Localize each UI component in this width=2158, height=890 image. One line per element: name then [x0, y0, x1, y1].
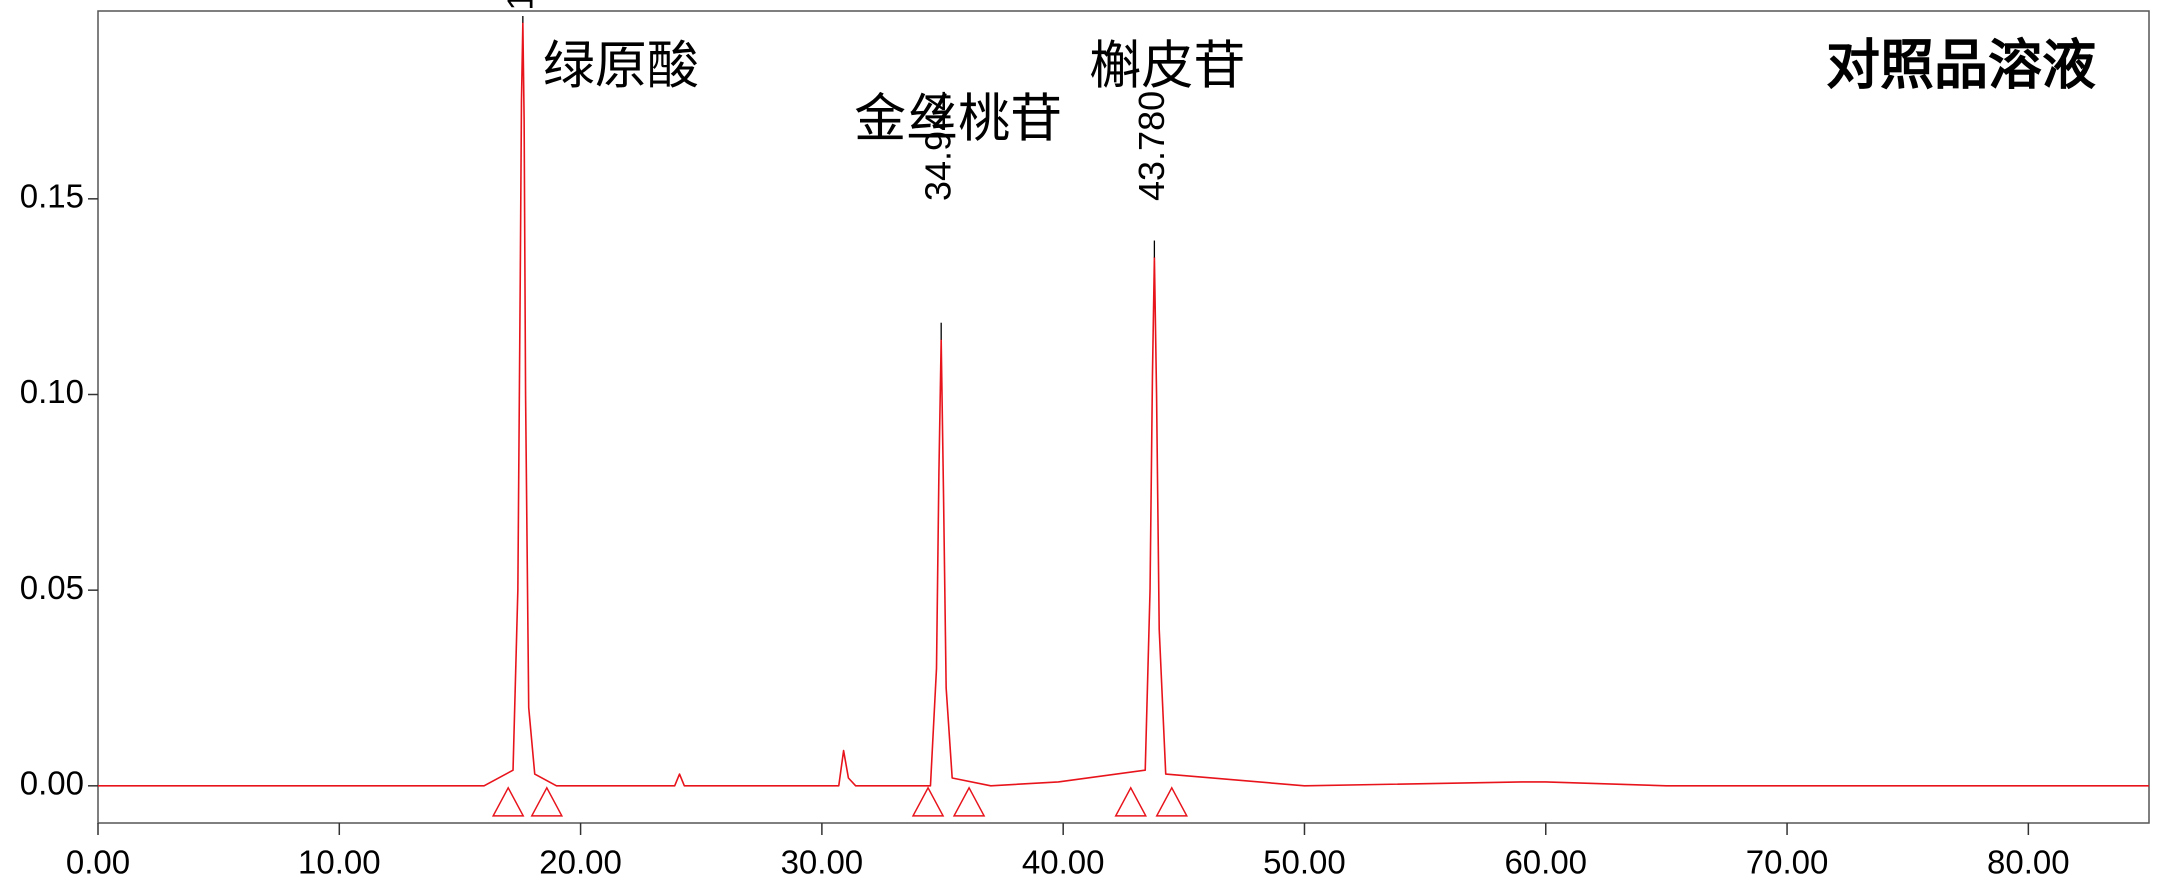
baseline-marker [1155, 786, 1189, 817]
peak-name: 槲皮苷 [1089, 37, 1245, 97]
peak-name: 绿原酸 [543, 37, 699, 97]
x-tick-label: 50.00 [1263, 844, 1346, 881]
x-tick-label: 0.00 [66, 844, 130, 881]
y-tick-label: 0.15 [20, 178, 84, 215]
trace [98, 21, 2149, 787]
plot-frame [97, 10, 2150, 824]
baseline-marker [1114, 786, 1147, 817]
x-tick-label: 40.00 [1022, 844, 1105, 881]
x-tick-label: 30.00 [781, 844, 864, 881]
baseline-marker [491, 786, 525, 817]
peak-label: 17.607 [499, 0, 540, 11]
peak-name: 金丝桃苷 [854, 90, 1062, 150]
peak-label: 43.780 [1131, 91, 1172, 201]
x-tick-label: 10.00 [298, 844, 381, 881]
x-tick-label: 70.00 [1746, 844, 1829, 881]
y-tick-label: 0.05 [20, 569, 84, 606]
y-tick-label: 0.10 [20, 373, 84, 410]
x-tick-label: 60.00 [1504, 844, 1587, 881]
baseline-marker [530, 786, 564, 817]
y-tick-label: 0.00 [20, 765, 84, 802]
baseline-marker [911, 786, 945, 817]
x-tick-label: 80.00 [1987, 844, 2070, 881]
x-tick-label: 20.00 [539, 844, 622, 881]
chart-title: 对照品溶液 [1826, 34, 2096, 97]
peak-label: 34.944 [918, 91, 959, 201]
baseline-marker [952, 786, 986, 817]
